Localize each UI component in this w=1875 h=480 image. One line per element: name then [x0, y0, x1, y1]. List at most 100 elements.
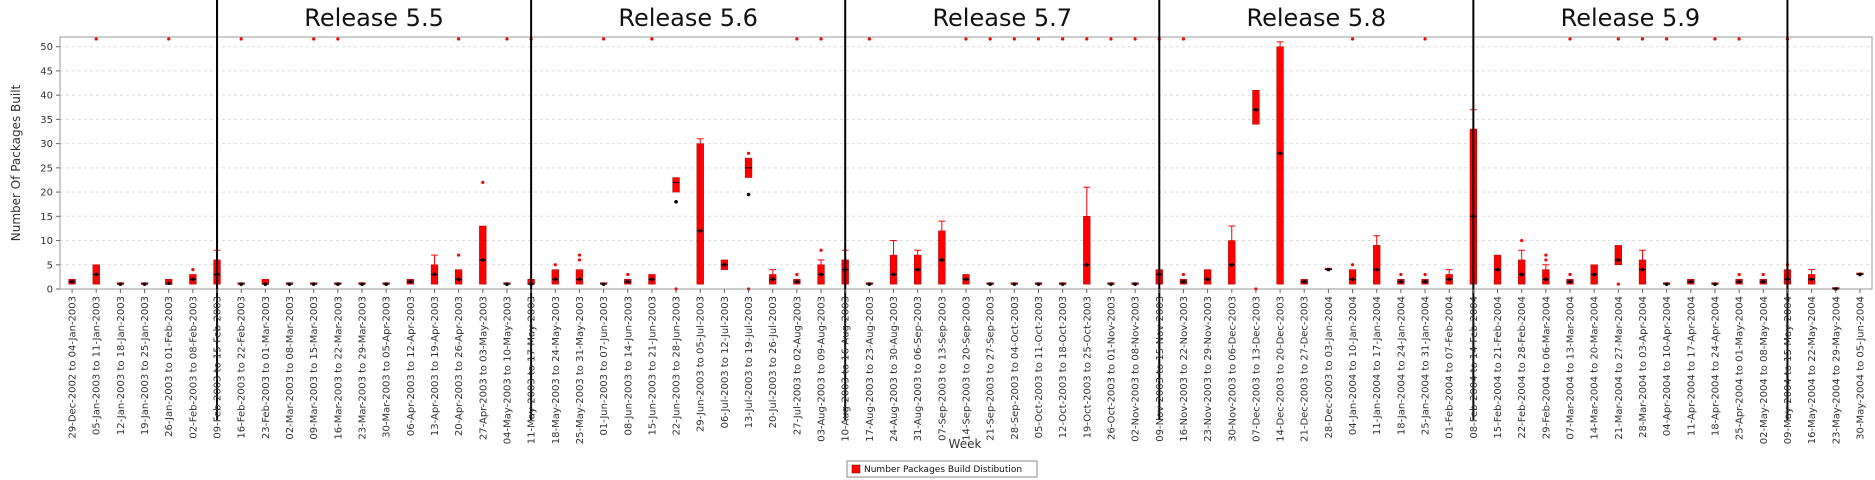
box-mean-marker: [795, 279, 799, 284]
outlier-marker: [1061, 37, 1065, 41]
box-mean-marker: [988, 282, 992, 286]
box-mean-marker: [1447, 277, 1451, 282]
box-item: [1010, 37, 1018, 286]
box-iqr: [455, 269, 463, 285]
outlier-marker: [1133, 37, 1137, 41]
outlier-marker: [553, 263, 557, 267]
x-tick-label: 16-Mar-2003 to 22-Mar-2003: [333, 296, 344, 440]
box-item: [624, 272, 632, 285]
outlier-marker: [167, 37, 171, 41]
x-tick-label: 07-Dec-2003 to 13-Dec-2003: [1251, 296, 1262, 442]
legend-label: Number Packages Build Distibution: [864, 465, 1022, 475]
box-item: [358, 282, 366, 286]
release-label: Release 5.5: [304, 4, 444, 32]
outlier-marker: [746, 151, 751, 155]
outlier-marker: [1181, 272, 1186, 277]
x-tick-label: 01-Jun-2003 to 07-Jun-2003: [599, 296, 610, 436]
box-mean-marker: [1519, 272, 1524, 277]
box-mean-marker: [287, 282, 292, 286]
box-item: [744, 151, 753, 291]
box-mean-marker: [239, 282, 243, 286]
x-tick-label: 02-Mar-2003 to 08-Mar-2003: [285, 296, 296, 440]
x-tick-label: 06-Apr-2003 to 12-Apr-2003: [406, 296, 417, 436]
x-tick-label: 09-Mar-2003 to 15-Mar-2003: [309, 296, 320, 440]
x-tick-label: 12-Jan-2003 to 18-Jan-2003: [116, 296, 127, 435]
box-item: [1324, 267, 1333, 272]
box-item: [817, 37, 825, 285]
box-item: [720, 259, 729, 270]
outlier-marker: [819, 37, 823, 41]
box-item: [1518, 238, 1526, 285]
outlier-marker: [312, 37, 316, 41]
x-tick-label: 04-May-2003 to 10-May-2003: [502, 296, 513, 444]
outlier-marker: [94, 37, 98, 41]
box-item: [310, 37, 318, 286]
x-tick-label: 09-Nov-2003 to 15-Nov-2003: [1155, 296, 1166, 442]
x-tick-label: 15-Feb-2004 to 21-Feb-2004: [1493, 296, 1504, 439]
x-tick-label: 27-Apr-2003 to 03-May-2003: [478, 296, 489, 440]
box-mean-marker: [1737, 279, 1741, 284]
box-item: [1107, 37, 1115, 286]
box-item: [1252, 90, 1260, 291]
box-item: [962, 37, 970, 285]
x-tick-label: 25-Apr-2004 to 01-May-2004: [1735, 296, 1746, 440]
x-tick-label: 29-Feb-2004 to 06-Mar-2004: [1541, 296, 1552, 439]
release-separators: Release 5.5 Release 5.6 Release 5.7 Release…: [216, 0, 1789, 420]
box-mean-marker: [1616, 258, 1621, 262]
box-item: [189, 268, 197, 285]
x-tick-label: 19-Jan-2003 to 25-Jan-2003: [140, 296, 151, 435]
box-item: [1807, 269, 1816, 285]
x-tick-label: 11-May-2003 to 17-May-2003: [527, 296, 538, 444]
box-mean-marker: [166, 281, 171, 285]
box-mean-marker: [1640, 267, 1645, 272]
box-item: [140, 282, 149, 286]
y-tick-label: 50: [40, 42, 53, 53]
box-item: [1735, 37, 1743, 285]
outlier-marker: [1544, 258, 1548, 262]
box-mean-marker: [1592, 272, 1596, 277]
release-label: Release 5.8: [1247, 4, 1387, 32]
x-tick-label: 23-May-2004 to 29-May-2004: [1831, 296, 1842, 444]
box-iqr: [575, 269, 584, 285]
box-mean-marker: [1374, 267, 1379, 272]
box-mean-marker: [1544, 277, 1548, 282]
box-mean-marker: [650, 277, 654, 282]
box-iqr: [1083, 216, 1091, 285]
x-tick-label: 08-Jun-2003 to 14-Jun-2003: [623, 296, 634, 436]
box-item: [865, 37, 873, 286]
x-tick-label: 16-May-2004 to 22-May-2004: [1807, 296, 1818, 444]
box-item: [334, 37, 342, 286]
release-label: Release 5.7: [932, 4, 1072, 32]
box-item: [1300, 279, 1308, 285]
box-item: [1228, 225, 1236, 285]
y-tick-label: 5: [47, 260, 53, 271]
box-mean-marker: [891, 272, 896, 277]
box-mean-marker: [1568, 279, 1572, 284]
box-mean-marker: [1689, 279, 1693, 284]
box-mean-marker: [1809, 277, 1814, 282]
outlier-marker: [505, 37, 509, 41]
box-iqr: [889, 254, 898, 285]
box-mean-marker: [1036, 282, 1041, 286]
x-tick-label: 20-Jul-2003 to 26-Jul-2003: [768, 296, 779, 428]
outlier-marker: [1036, 37, 1041, 41]
box-mean-marker: [674, 199, 678, 204]
box-mean-marker: [1012, 282, 1017, 286]
box-item: [92, 37, 100, 285]
box-mean-marker: [940, 258, 944, 262]
release-label: Release 5.6: [618, 4, 758, 32]
outlier-marker: [1423, 37, 1427, 41]
outlier-marker: [1085, 37, 1089, 41]
box-mean-marker: [553, 277, 558, 282]
box-iqr: [1203, 269, 1212, 285]
outlier-marker: [819, 248, 823, 252]
box-iqr: [1614, 245, 1622, 266]
x-tick-label: 07-Sep-2003 to 13-Sep-2003: [937, 296, 948, 441]
outlier-marker: [1109, 37, 1113, 41]
box-mean-marker: [1254, 107, 1258, 112]
box-iqr: [696, 143, 704, 285]
x-tick-label: 02-Nov-2003 to 08-Nov-2003: [1131, 296, 1142, 442]
x-tick-label: 14-Sep-2003 to 20-Sep-2003: [962, 296, 973, 441]
x-tick-label: 19-Oct-2003 to 25-Oct-2003: [1082, 296, 1093, 438]
box-item: [1638, 37, 1647, 285]
